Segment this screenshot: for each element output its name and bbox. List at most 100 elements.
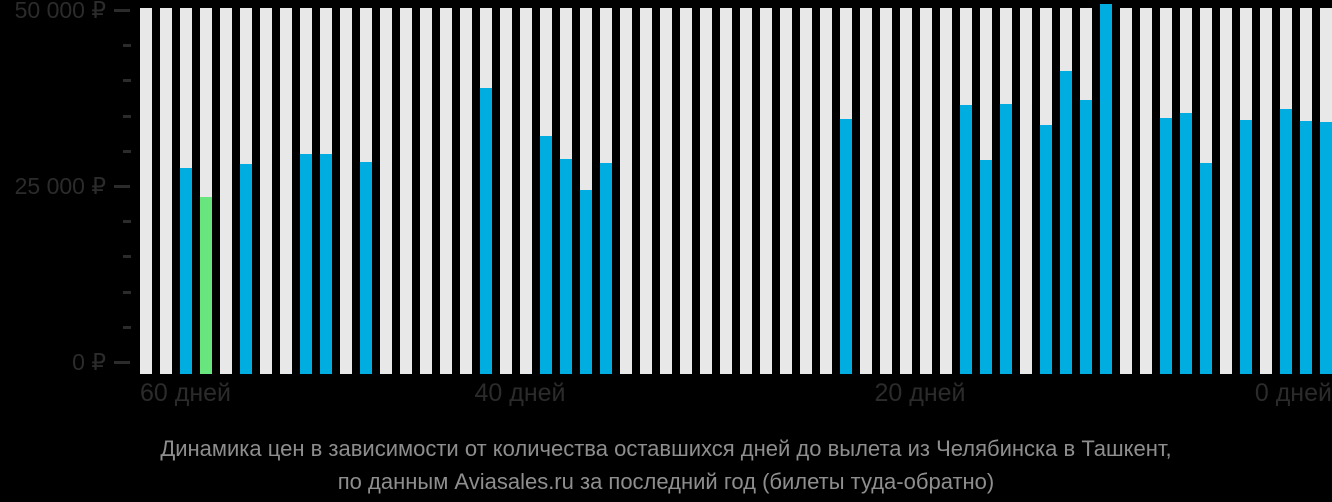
y-minor-tick: [123, 255, 131, 259]
price-bar-day-2[interactable]: [1280, 109, 1292, 374]
bar-background: [500, 8, 512, 374]
bar-slot-day-42: [480, 8, 492, 374]
bar-slot-day-43: [460, 8, 472, 374]
bar-slot-day-24: [840, 8, 852, 374]
bar-background: [920, 8, 932, 374]
bar-background: [400, 8, 412, 374]
price-bar-day-36[interactable]: [600, 162, 612, 374]
bar-background: [740, 8, 752, 374]
y-major-tick: [114, 185, 130, 188]
bar-background: [660, 8, 672, 374]
bar-background: [420, 8, 432, 374]
price-bar-day-4[interactable]: [1240, 120, 1252, 374]
price-bar-day-54[interactable]: [240, 163, 252, 374]
bar-background: [720, 8, 732, 374]
x-tick-40-days: 40 дней: [474, 379, 566, 407]
price-bar-day-42[interactable]: [480, 87, 492, 374]
y-minor-tick: [123, 149, 131, 153]
bar-slot-day-47: [380, 8, 392, 374]
bar-slot-day-32: [680, 8, 692, 374]
price-bar-day-37[interactable]: [580, 190, 592, 374]
bar-background: [260, 8, 272, 374]
bar-slot-day-36: [600, 8, 612, 374]
price-bar-day-39[interactable]: [540, 136, 552, 374]
price-bar-day-17[interactable]: [980, 159, 992, 374]
bar-slot-day-15: [1020, 8, 1032, 374]
price-bar-day-8[interactable]: [1160, 117, 1172, 374]
bar-slot-day-52: [280, 8, 292, 374]
price-bar-day-1[interactable]: [1300, 120, 1312, 374]
y-major-tick: [114, 361, 130, 364]
bar-slot-day-34: [640, 8, 652, 374]
price-bar-day-7[interactable]: [1180, 113, 1192, 374]
y-minor-tick: [123, 79, 131, 83]
bar-slot-day-44: [440, 8, 452, 374]
bar-background: [760, 8, 772, 374]
price-bar-day-14[interactable]: [1040, 125, 1052, 374]
price-bar-day-12[interactable]: [1080, 100, 1092, 374]
y-minor-tick: [123, 220, 131, 224]
bar-slot-day-45: [420, 8, 432, 374]
bar-slot-day-37: [580, 8, 592, 374]
y-minor-tick: [123, 290, 131, 294]
bar-background: [520, 8, 532, 374]
price-bar-day-38[interactable]: [560, 158, 572, 374]
y-axis-label-0: 0 ₽: [72, 349, 106, 375]
min-price-bar-day-56[interactable]: [200, 196, 212, 374]
bar-background: [860, 8, 872, 374]
bar-slot-day-38: [560, 8, 572, 374]
bar-slot-day-28: [760, 8, 772, 374]
bar-background: [280, 8, 292, 374]
bar-slot-day-49: [340, 8, 352, 374]
x-tick-20-days: 20 дней: [874, 379, 966, 407]
bar-background: [820, 8, 832, 374]
bar-background: [780, 8, 792, 374]
bar-background: [1120, 8, 1132, 374]
bar-slot-day-51: [300, 8, 312, 374]
price-bar-day-18[interactable]: [960, 104, 972, 374]
bar-slot-day-23: [860, 8, 872, 374]
bar-slot-day-9: [1140, 8, 1152, 374]
bar-background: [1020, 8, 1032, 374]
bar-slot-day-18: [960, 8, 972, 374]
bar-slot-day-11: [1100, 4, 1112, 374]
price-bar-day-11[interactable]: [1100, 4, 1112, 374]
bar-background: [460, 8, 472, 374]
y-axis-label-25000: 25 000 ₽: [14, 173, 106, 199]
bar-slot-day-2: [1280, 8, 1292, 374]
price-bar-day-0[interactable]: [1320, 121, 1332, 374]
bar-slot-day-27: [780, 8, 792, 374]
bar-background: [160, 8, 172, 374]
bar-slot-day-39: [540, 8, 552, 374]
chart-title: Динамика цен в зависимости от количества…: [160, 436, 1172, 461]
price-bar-day-24[interactable]: [840, 119, 852, 374]
price-bar-day-57[interactable]: [180, 167, 192, 374]
bar-background: [800, 8, 812, 374]
price-bar-day-16[interactable]: [1000, 103, 1012, 374]
bar-slot-day-17: [980, 8, 992, 374]
bar-slot-day-40: [520, 8, 532, 374]
bar-slot-day-20: [920, 8, 932, 374]
bar-slot-day-57: [180, 8, 192, 374]
bar-slot-day-33: [660, 8, 672, 374]
bar-background: [140, 8, 152, 374]
bar-slot-day-26: [800, 8, 812, 374]
caption: Динамика цен в зависимости от количества…: [0, 435, 1332, 501]
bar-slot-day-19: [940, 8, 952, 374]
bar-slot-day-59: [140, 8, 152, 374]
price-bar-day-6[interactable]: [1200, 163, 1212, 374]
bar-slot-day-14: [1040, 8, 1052, 374]
price-bar-day-51[interactable]: [300, 154, 312, 374]
bar-slot-day-6: [1200, 8, 1212, 374]
bar-background: [1220, 8, 1232, 374]
bar-slot-day-55: [220, 8, 232, 374]
bar-background: [1140, 8, 1152, 374]
bar-background: [940, 8, 952, 374]
bar-slot-day-53: [260, 8, 272, 374]
price-bar-day-48[interactable]: [360, 161, 372, 374]
bar-slot-day-30: [720, 8, 732, 374]
price-bar-day-13[interactable]: [1060, 71, 1072, 374]
y-minor-tick: [123, 44, 131, 48]
price-bar-day-50[interactable]: [320, 154, 332, 374]
